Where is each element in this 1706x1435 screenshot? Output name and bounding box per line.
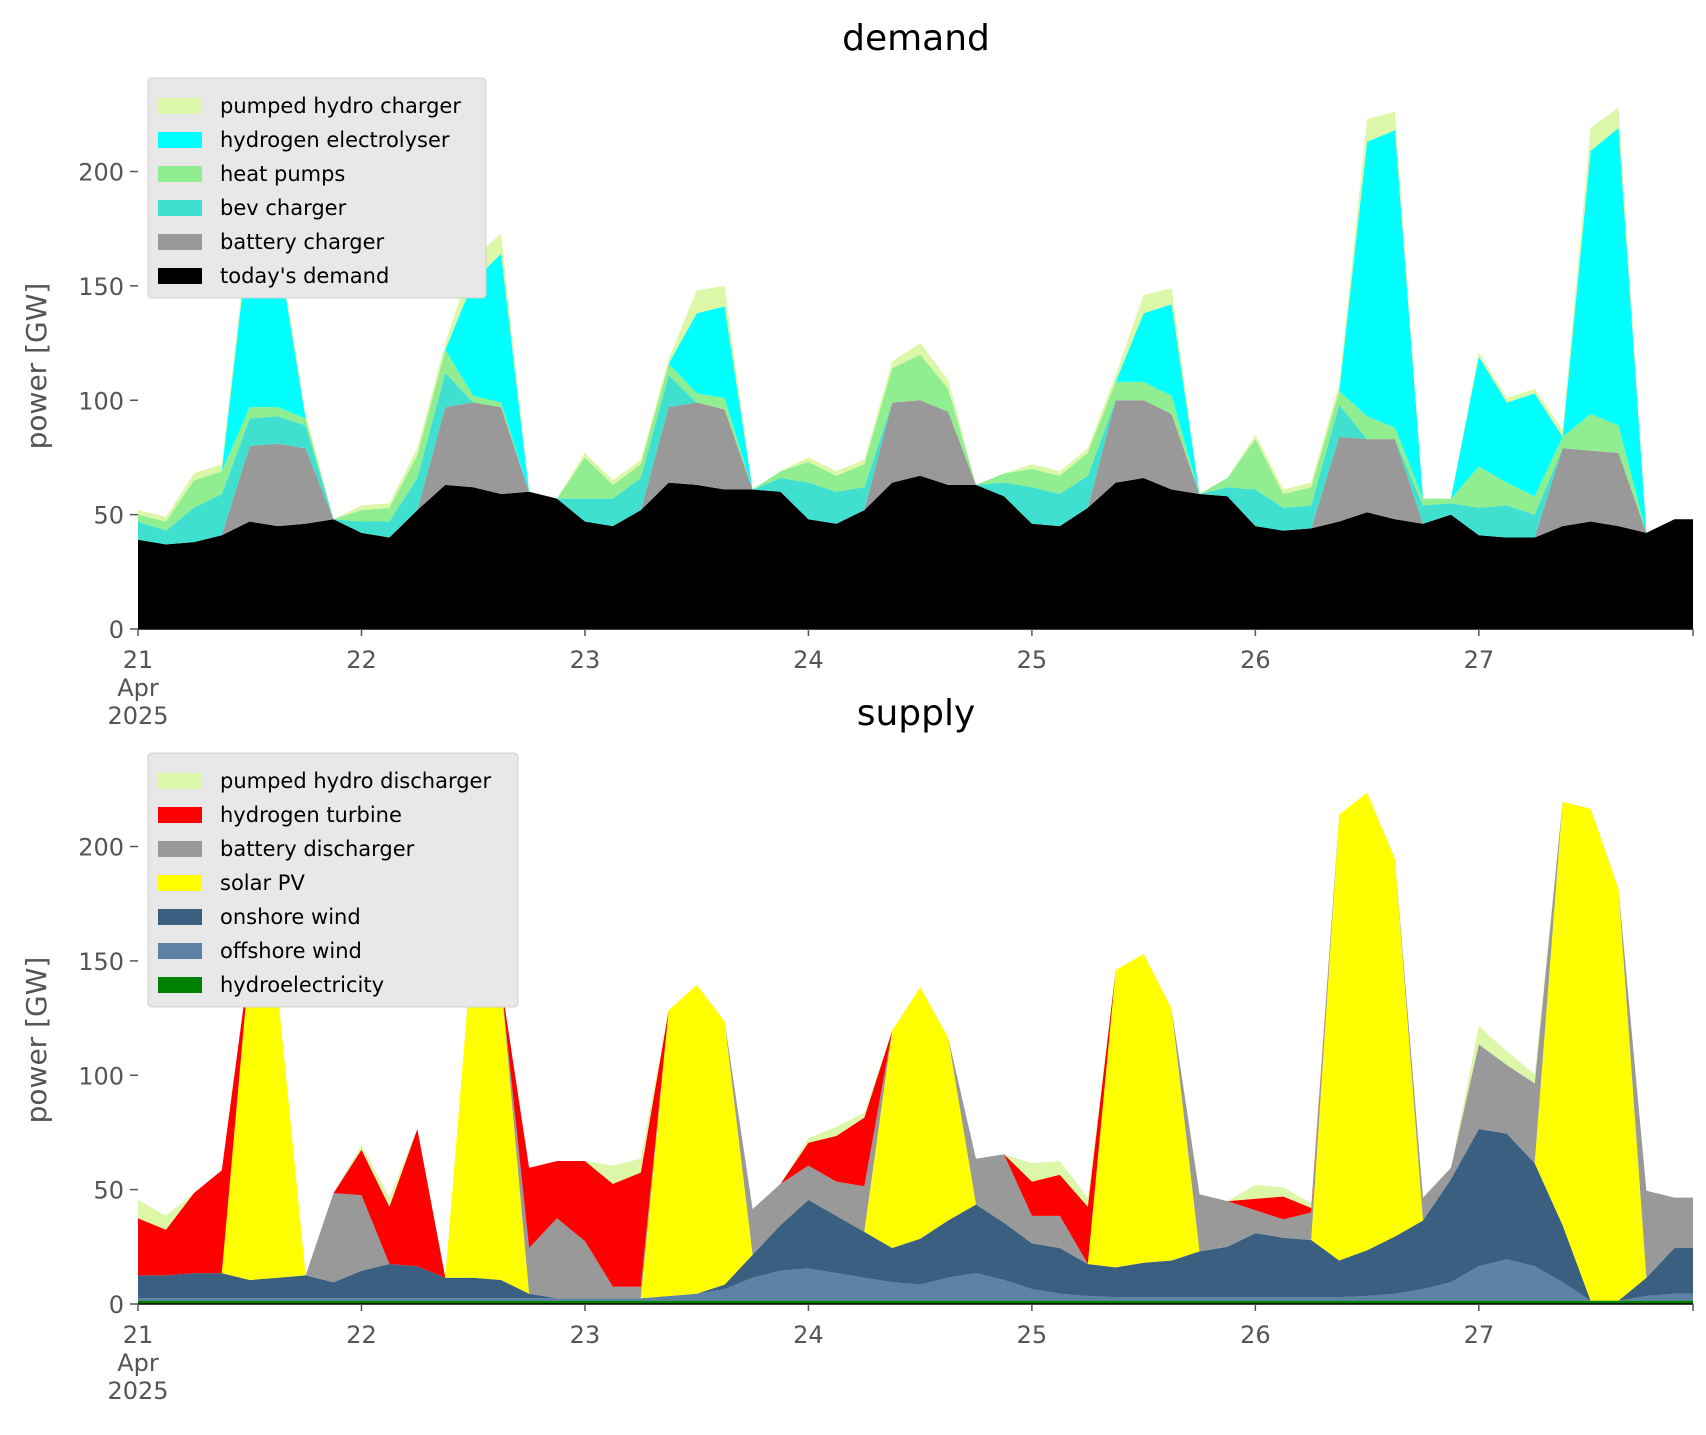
y-tick-label: 100	[78, 387, 124, 415]
legend-label-hydroelectricity: hydroelectricity	[220, 973, 384, 997]
y-tick-label: 50	[93, 1177, 124, 1205]
legend-swatch-battery-discharger	[158, 841, 202, 857]
area-hydroelectricity	[138, 1300, 1693, 1304]
legend-box	[147, 77, 487, 299]
supply-chart: supply power [GW] 05010015020021Apr20252…	[20, 693, 1694, 1405]
x-tick-label: 23	[570, 646, 601, 674]
x-tick-label: Apr	[117, 1349, 159, 1377]
y-tick-label: 200	[78, 834, 124, 862]
legend-swatch-hydrogen-turbine	[158, 807, 202, 823]
x-tick-label: 27	[1464, 646, 1495, 674]
area-offshore-wind	[138, 1259, 1693, 1301]
y-tick-label: 100	[78, 1062, 124, 1090]
legend-label-today-s-demand: today's demand	[220, 264, 389, 288]
legend-label-battery-charger: battery charger	[220, 230, 385, 254]
x-tick-label: 27	[1464, 1321, 1495, 1349]
y-tick-label: 200	[78, 159, 124, 187]
x-tick-label: 24	[793, 1321, 824, 1349]
legend-box	[147, 752, 519, 1008]
legend-swatch-heat-pumps	[158, 166, 202, 182]
legend-label-heat-pumps: heat pumps	[220, 162, 345, 186]
legend-label-hydrogen-turbine: hydrogen turbine	[220, 803, 402, 827]
legend-label-battery-discharger: battery discharger	[220, 837, 415, 861]
y-tick-label: 150	[78, 948, 124, 976]
demand-legend: pumped hydro charger hydrogen electrolyse…	[147, 77, 487, 299]
demand-title: demand	[842, 18, 990, 59]
legend-label-bev-charger: bev charger	[220, 196, 347, 220]
legend-swatch-hydrogen-electrolyser	[158, 132, 202, 148]
area-hydrogen-turbine	[138, 792, 1693, 1287]
area-onshore-wind	[138, 1129, 1693, 1301]
supply-title: supply	[857, 693, 976, 734]
legend-label-solar-pv: solar PV	[220, 871, 305, 895]
legend-label-offshore-wind: offshore wind	[220, 939, 362, 963]
legend-swatch-offshore-wind	[158, 943, 202, 959]
legend-swatch-onshore-wind	[158, 909, 202, 925]
demand-ylabel: power [GW]	[20, 283, 53, 450]
area-heat-pumps	[138, 349, 1693, 533]
y-tick-label: 50	[93, 502, 124, 530]
legend-swatch-bev-charger	[158, 200, 202, 216]
x-tick-label: 25	[1017, 646, 1048, 674]
legend-swatch-solar-pv	[158, 875, 202, 891]
legend-label-onshore-wind: onshore wind	[220, 905, 361, 929]
x-tick-label: 2025	[107, 702, 168, 730]
x-tick-label: 24	[793, 646, 824, 674]
area-battery-charger	[138, 400, 1693, 545]
demand-areas	[138, 107, 1693, 629]
legend-swatch-battery-charger	[158, 234, 202, 250]
legend-label-pumped-hydro-discharger: pumped hydro discharger	[220, 769, 491, 793]
x-tick-label: Apr	[117, 674, 159, 702]
area-hydrogen-electrolyser	[138, 128, 1693, 533]
legend-swatch-pumped-hydro-charger	[158, 98, 202, 114]
legend-swatch-pumped-hydro-discharger	[158, 773, 202, 789]
x-tick-label: 22	[346, 646, 377, 674]
x-tick-label: 23	[570, 1321, 601, 1349]
supply-legend: pumped hydro discharger hydrogen turbine b…	[147, 752, 519, 1008]
x-tick-label: 21	[123, 1321, 154, 1349]
supply-ylabel: power [GW]	[20, 957, 53, 1124]
legend-swatch-today-s-demand	[158, 268, 202, 284]
x-tick-label: 25	[1017, 1321, 1048, 1349]
legend-swatch-hydroelectricity	[158, 977, 202, 993]
area-solar-pv	[138, 792, 1693, 1301]
y-tick-label: 0	[109, 1291, 124, 1319]
y-tick-label: 150	[78, 273, 124, 301]
y-tick-label: 0	[109, 616, 124, 644]
x-tick-label: 26	[1240, 1321, 1271, 1349]
x-tick-label: 21	[123, 646, 154, 674]
legend-label-pumped-hydro-charger: pumped hydro charger	[220, 94, 461, 118]
x-tick-label: 22	[346, 1321, 377, 1349]
legend-label-hydrogen-electrolyser: hydrogen electrolyser	[220, 128, 450, 152]
x-tick-label: 2025	[107, 1377, 168, 1405]
area-bev-charger	[138, 372, 1693, 545]
area-today-s-demand	[138, 475, 1693, 629]
x-tick-label: 26	[1240, 646, 1271, 674]
supply-areas	[138, 792, 1693, 1304]
